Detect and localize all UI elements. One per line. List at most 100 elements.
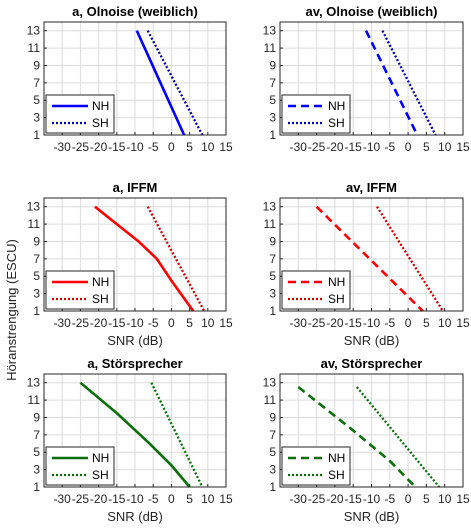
x-tick-label: -20: [326, 316, 344, 330]
legend-box: [45, 94, 115, 134]
chart-title: a, IFFM: [113, 180, 158, 195]
x-tick-label: -5: [384, 316, 395, 330]
x-tick-label: 5: [186, 140, 193, 154]
x-tick-label: -5: [148, 492, 159, 506]
x-tick-label: -20: [90, 140, 108, 154]
y-tick-label: 3: [33, 287, 40, 301]
y-tick-label: 3: [269, 111, 276, 125]
x-tick-label: 0: [168, 492, 175, 506]
legend-label-sh: SH: [92, 468, 109, 482]
y-tick-label: 9: [269, 234, 276, 248]
series-line-nh: [315, 205, 424, 312]
x-tick-label: 5: [423, 492, 430, 506]
y-tick-label: 1: [33, 304, 40, 318]
x-tick-label: 10: [201, 140, 215, 154]
y-tick-label: 3: [33, 463, 40, 477]
legend-label-nh: NH: [328, 451, 345, 465]
series-line-sh: [376, 206, 444, 312]
x-tick-label: 15: [456, 492, 470, 506]
x-tick-label: -25: [308, 316, 326, 330]
legend-label-nh: NH: [92, 451, 109, 465]
x-tick-label: 0: [405, 316, 412, 330]
y-tick-label: 9: [269, 58, 276, 72]
x-tick-label: -10: [363, 316, 381, 330]
y-tick-label: 7: [269, 428, 276, 442]
x-tick-label: -15: [345, 140, 363, 154]
y-tick-label: 7: [269, 76, 276, 90]
y-tick-label: 11: [28, 217, 41, 231]
y-tick-label: 11: [264, 217, 277, 231]
y-tick-label: 9: [33, 234, 40, 248]
x-tick-label: -5: [384, 140, 395, 154]
legend-box: [281, 94, 351, 134]
y-tick-label: 13: [27, 376, 41, 390]
x-tick-label: -25: [72, 492, 90, 506]
x-tick-label: -5: [148, 316, 159, 330]
x-tick-label: -25: [72, 316, 90, 330]
x-tick-label: -15: [108, 492, 126, 506]
legend-box: [45, 270, 115, 310]
series-line-nh: [364, 30, 419, 136]
legend-label-nh: NH: [92, 275, 109, 289]
legend: NH SH: [45, 94, 115, 134]
y-tick-label: 13: [27, 24, 41, 38]
series-line-nh: [135, 30, 186, 136]
y-tick-label: 7: [33, 252, 40, 266]
x-tick-label: 15: [456, 316, 470, 330]
y-tick-label: 1: [33, 128, 40, 142]
chart-title: av, IFFM: [346, 180, 397, 195]
x-axis-label: SNR (dB): [107, 333, 163, 348]
y-tick-label: 5: [33, 269, 40, 283]
chart-title: av, Olnoise (weiblich): [306, 4, 438, 19]
legend-label-sh: SH: [328, 116, 345, 130]
y-tick-label: 1: [269, 480, 276, 494]
series-line-nh: [79, 381, 191, 488]
x-tick-label: 10: [438, 140, 452, 154]
x-tick-label: -15: [108, 140, 126, 154]
y-tick-label: 11: [28, 393, 41, 407]
legend-label-nh: NH: [328, 99, 345, 113]
x-tick-label: -15: [108, 316, 126, 330]
x-tick-label: 10: [201, 492, 215, 506]
legend-box: [281, 270, 351, 310]
y-tick-label: 3: [269, 463, 276, 477]
y-tick-label: 1: [269, 128, 276, 142]
x-axis-label: SNR (dB): [107, 509, 163, 524]
x-tick-label: 10: [438, 492, 452, 506]
x-axis-label: SNR (dB): [344, 509, 400, 524]
x-tick-label: -25: [308, 492, 326, 506]
figure-ylabel: Höranstrengung (ESCU): [4, 239, 19, 381]
y-tick-label: 7: [33, 428, 40, 442]
x-tick-label: -30: [54, 492, 72, 506]
x-tick-label: -10: [363, 492, 381, 506]
x-tick-label: -25: [72, 140, 90, 154]
x-tick-label: -25: [308, 140, 326, 154]
y-tick-label: 11: [264, 41, 277, 55]
x-tick-label: 5: [423, 140, 430, 154]
x-tick-label: -30: [290, 492, 308, 506]
x-tick-label: 0: [168, 140, 175, 154]
x-axis-label: SNR (dB): [344, 333, 400, 348]
y-tick-label: 1: [269, 304, 276, 318]
x-tick-label: 5: [423, 316, 430, 330]
x-tick-label: 15: [219, 492, 233, 506]
x-tick-label: -30: [54, 140, 72, 154]
series-line-sh: [150, 382, 204, 488]
chart-title: a, Störsprecher: [87, 356, 182, 371]
y-tick-label: 9: [33, 410, 40, 424]
x-tick-label: -15: [345, 492, 363, 506]
x-tick-label: 0: [405, 140, 412, 154]
y-tick-label: 3: [269, 287, 276, 301]
legend: NH SH: [281, 270, 351, 310]
x-tick-label: -30: [290, 140, 308, 154]
legend-label-nh: NH: [328, 275, 345, 289]
y-tick-label: 13: [263, 376, 277, 390]
y-tick-label: 5: [269, 269, 276, 283]
chart-title: av, Störsprecher: [321, 356, 423, 371]
x-tick-label: -30: [54, 316, 72, 330]
legend: NH SH: [45, 270, 115, 310]
